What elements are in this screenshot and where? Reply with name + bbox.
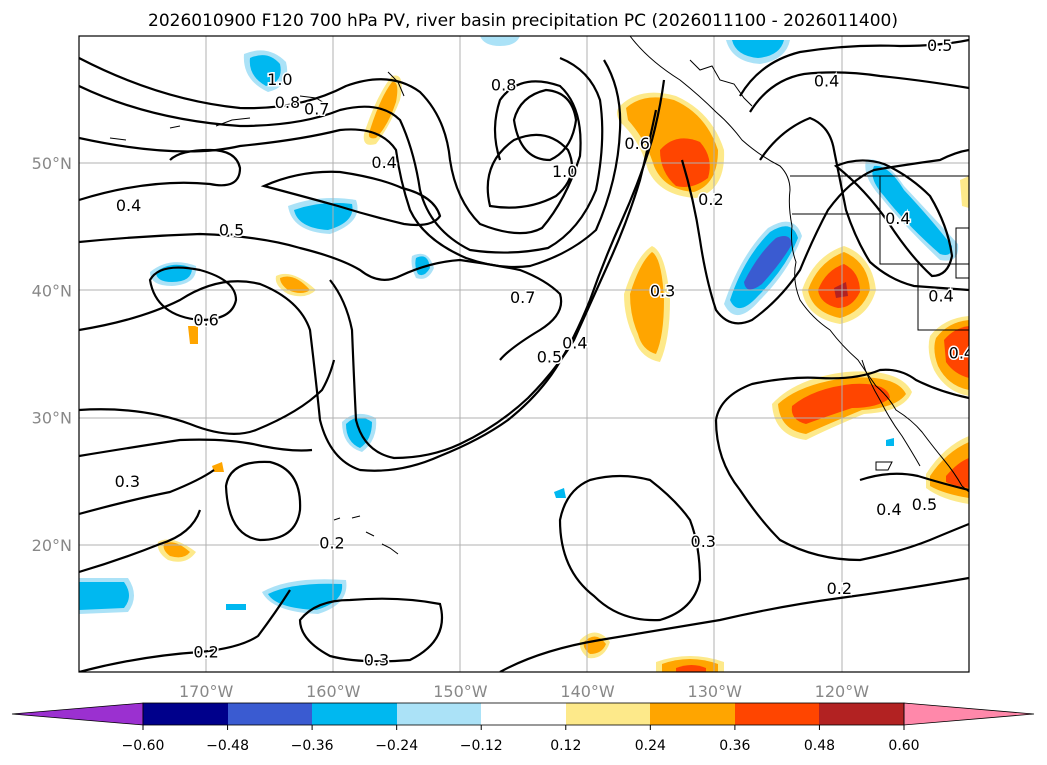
colorbar-tick-label: 0.48 [804, 738, 835, 754]
latitude-tick-labels: 20°N 30°N 40°N 50°N [32, 154, 72, 555]
pv-contours [79, 38, 969, 672]
contour-label: 0.3 [115, 472, 140, 491]
colorbar-tick-label: 0.36 [719, 738, 750, 754]
colorbar-bin-p012 [566, 703, 650, 725]
contour-label: 0.4 [928, 286, 953, 305]
contour-label: 1.0 [267, 70, 292, 89]
lon-tick-label: 150°W [433, 682, 488, 701]
lon-tick-label: 130°W [688, 682, 743, 701]
neg-region-coast-offshore [724, 221, 802, 316]
contour-label: 0.3 [691, 532, 716, 551]
contour-label: 0.4 [885, 209, 910, 228]
colorbar-tick-label: −0.24 [375, 738, 418, 754]
neg-region-bering [243, 50, 288, 92]
colorbar-bin-n048 [228, 703, 312, 725]
contour-label: 0.5 [219, 220, 244, 239]
contour-label: 0.4 [562, 334, 587, 353]
colorbar-bin-p048 [819, 703, 904, 725]
lon-tick-label: 140°W [560, 682, 615, 701]
colorbar-tick-label: 0.12 [550, 738, 581, 754]
contour-labels: 1.00.8 0.70.40.40.50.60.81.00.60.70.50.40… [113, 36, 974, 671]
contour-label: 0.7 [510, 288, 535, 307]
colorbar-over-arrow [903, 702, 1035, 726]
colorbar-tick-label: 0.60 [888, 738, 919, 754]
neg-region-rockies [865, 159, 959, 261]
contour-label: 0.3 [364, 650, 389, 669]
colorbar-tick-label: −0.48 [206, 738, 249, 754]
colorbar-tick-label: −0.12 [460, 738, 503, 754]
contour-label: 0.8 [275, 93, 300, 112]
lon-tick-label: 170°W [179, 682, 234, 701]
neg-region-south [79, 438, 894, 614]
contour-label: 1.0 [552, 162, 577, 181]
contour-label: 0.4 [116, 196, 141, 215]
colorbar-ticks: −0.60 −0.48 −0.36 −0.24 −0.12 0.12 0.24 0.36 0.4… [122, 725, 920, 754]
contour-label: 0.2 [827, 579, 852, 598]
contour-label: 0.5 [537, 348, 562, 367]
contour-label: 0.4 [949, 344, 974, 363]
contour-label: 0.5 [927, 36, 952, 55]
lat-tick-label: 40°N [32, 281, 72, 300]
figure-title: 2026010900 F120 700 hPa PV, river basin … [148, 11, 898, 31]
contour-label: 0.2 [698, 190, 723, 209]
map-background [79, 36, 969, 672]
colorbar-bin-p036 [735, 703, 819, 725]
neg-region-alaska-top [480, 36, 790, 64]
contour-label: 0.8 [491, 75, 516, 94]
colorbar-bin-p024 [650, 703, 735, 725]
map-frame [78, 35, 970, 673]
colorbar-frame [142, 702, 905, 726]
longitude-tick-labels: 170°W 160°W 150°W 140°W 130°W 120°W [179, 682, 869, 701]
pos-region-subtropical-offshore [624, 246, 670, 362]
lon-tick-label: 160°W [306, 682, 361, 701]
contour-label: 0.3 [650, 281, 675, 300]
contour-label: 0.2 [193, 643, 218, 662]
contour-label: 0.4 [876, 500, 901, 519]
colorbar: −0.60 −0.48 −0.36 −0.24 −0.12 0.12 0.24 0.36 0.4… [11, 702, 1035, 754]
map-panel: 1.00.8 0.70.40.40.50.60.81.00.60.70.50.40… [78, 35, 974, 673]
lat-tick-label: 30°N [32, 409, 72, 428]
graticule [79, 36, 969, 672]
lon-tick-label: 120°W [815, 682, 870, 701]
contour-label: 0.4 [814, 72, 839, 91]
shading-layer [79, 36, 969, 672]
colorbar-bin-n024 [397, 703, 481, 725]
colorbar-bin-n036 [312, 703, 397, 725]
colorbar-tick-label: −0.36 [291, 738, 334, 754]
contour-label: 0.5 [912, 495, 937, 514]
pos-region-california [802, 246, 876, 324]
colorbar-tick-label: 0.24 [635, 738, 666, 754]
contour-label: 0.2 [319, 533, 344, 552]
contour-label: 0.6 [193, 311, 218, 330]
colorbar-bin-zero [481, 703, 566, 725]
colorbar-bin-n060 [143, 703, 228, 725]
lat-tick-label: 50°N [32, 154, 72, 173]
colorbar-under-arrow [11, 702, 144, 726]
contour-label: 0.6 [624, 134, 649, 153]
colorbar-tick-label: −0.60 [122, 738, 165, 754]
contour-label: 0.7 [304, 100, 329, 119]
contour-label: 0.4 [371, 153, 396, 172]
lat-tick-label: 20°N [32, 536, 72, 555]
